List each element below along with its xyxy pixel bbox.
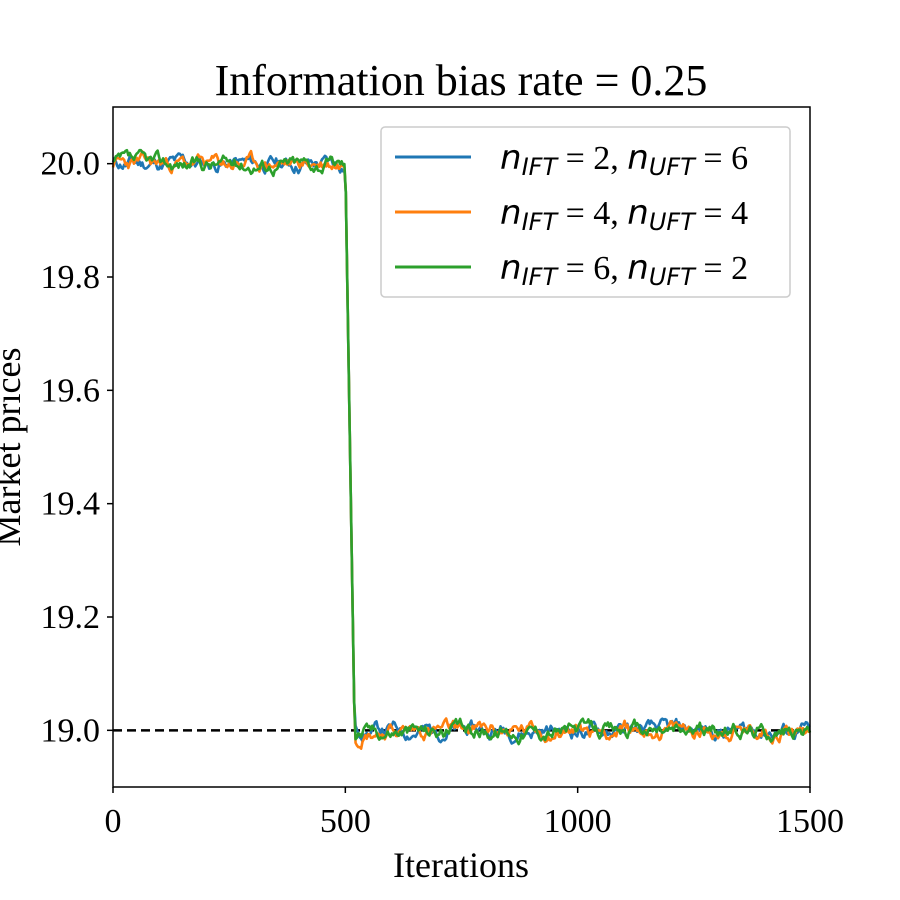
x-tick-label: 0 [105,803,122,840]
y-tick-label: 20.0 [41,146,101,183]
x-axis-label: Iterations [393,845,529,885]
chart-title: Information bias rate = 0.25 [215,56,708,105]
y-axis-ticks: 19.0 19.2 19.4 19.6 19.8 20.0 [41,146,113,749]
legend-entry-3: nIFT = 6, nUFT = 2 [500,248,748,291]
plot-area [111,106,812,788]
y-tick-label: 19.2 [41,599,101,636]
plot-frame [112,106,811,788]
y-tick-label: 19.8 [41,259,101,296]
x-tick-label: 1500 [776,803,844,840]
legend-entry-1: nIFT = 2, nUFT = 6 [500,138,748,181]
legend-entry-2: nIFT = 4, nUFT = 4 [500,193,748,236]
y-axis-label: Market prices [0,348,28,547]
y-tick-label: 19.0 [41,712,101,749]
series-line-3 [112,148,812,746]
x-axis-ticks: 0 500 1000 1500 [105,787,844,840]
y-tick-label: 19.6 [41,372,101,409]
legend-frame [380,126,791,298]
series-group [111,148,812,750]
series-line-2 [111,149,811,750]
y-tick-label: 19.4 [41,486,101,523]
x-tick-label: 500 [320,803,371,840]
legend: nIFT = 2, nUFT = 6 nIFT = 4, nUFT = 4 nIFT… [380,126,791,298]
x-tick-label: 1000 [544,803,612,840]
